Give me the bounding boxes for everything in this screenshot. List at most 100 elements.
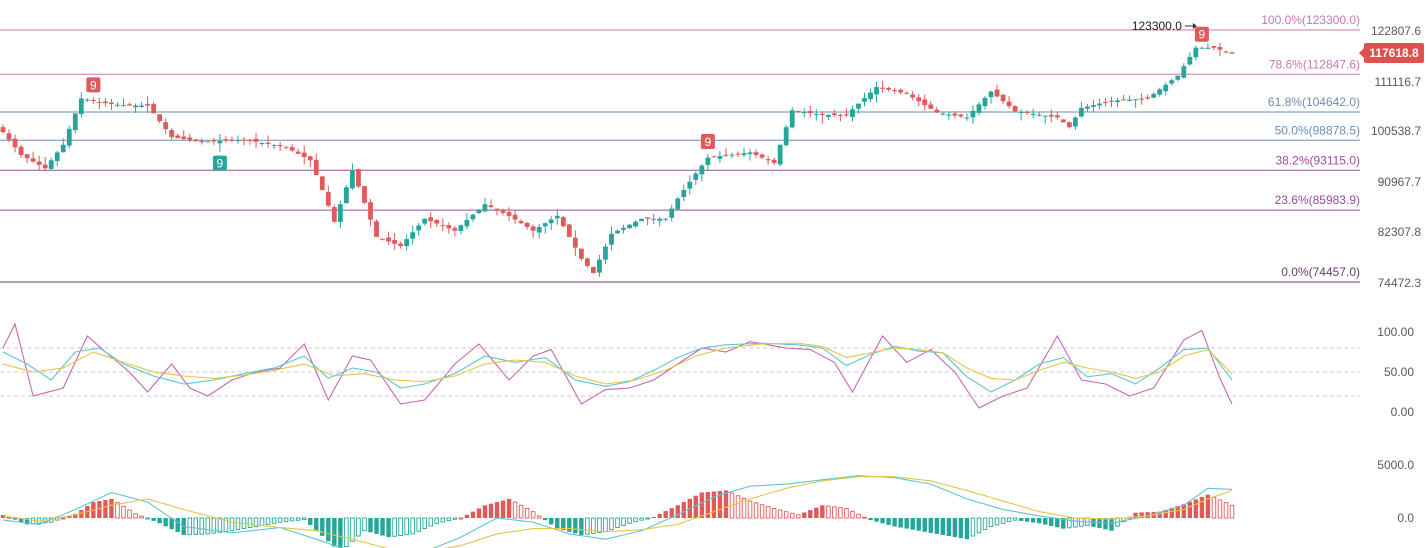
candle-body — [289, 147, 295, 151]
price-axis-tick: 122807.6 — [1371, 24, 1421, 38]
candle-body — [410, 232, 416, 239]
td-nine-marker — [86, 77, 101, 93]
macd-histogram-bar — [1139, 512, 1144, 518]
candle-body — [663, 218, 669, 220]
macd-histogram-bar — [1030, 518, 1036, 523]
candle-body — [398, 243, 404, 247]
candle-body — [283, 146, 289, 148]
macd-histogram-bar — [79, 509, 84, 518]
candle-body — [771, 159, 777, 163]
candle-body — [693, 173, 699, 180]
macd-histogram-bar — [820, 505, 825, 518]
candle-body — [669, 208, 675, 218]
candle-body — [428, 217, 434, 222]
macd-histogram-bar — [615, 517, 620, 528]
macd-histogram-bar — [1205, 494, 1211, 518]
candle-body — [723, 154, 729, 156]
macd-histogram-bar — [922, 518, 927, 532]
candle-body — [946, 114, 952, 116]
macd-histogram-bar — [934, 518, 939, 534]
macd-histogram-bar — [289, 517, 295, 522]
candle-body — [603, 246, 608, 260]
candle-body — [235, 140, 241, 142]
candle-body — [229, 139, 235, 141]
macd-histogram-bar — [18, 518, 24, 522]
candle-body — [205, 141, 211, 143]
price-panel: 100.0%(123300.0) 78.6%(112847.6) 61.8%(104… — [0, 13, 1360, 283]
stoch-axis-tick: 0.00 — [1391, 405, 1415, 419]
macd-histogram-bar — [434, 517, 440, 524]
candle-body — [880, 87, 885, 89]
candle-body — [319, 176, 325, 191]
macd-histogram-bar — [958, 518, 964, 539]
candle-body — [591, 266, 596, 274]
candle-body — [103, 101, 108, 104]
candle-body — [560, 217, 566, 227]
right-price-axis: 122807.6 111116.7 100538.7 90967.7 82307.8 74… — [1359, 24, 1424, 290]
candle-body — [241, 139, 247, 141]
candle-body — [48, 160, 54, 169]
candle-body — [482, 204, 488, 212]
candle-body — [681, 190, 687, 197]
macd-histogram-bar — [1199, 497, 1205, 518]
candle-body — [1030, 113, 1036, 115]
macd-histogram-bar — [67, 515, 72, 518]
high-marker-arrowhead — [1192, 23, 1197, 29]
macd-histogram-bar — [759, 504, 765, 519]
macd-histogram-bar — [428, 517, 433, 527]
macd-histogram-bar — [404, 517, 409, 536]
macd-histogram-bar — [783, 511, 789, 519]
candle-body — [1042, 115, 1048, 117]
candle-body — [542, 223, 548, 227]
macd-histogram-bar — [344, 517, 349, 548]
candle-body — [687, 181, 693, 189]
candle-body — [940, 113, 946, 115]
candle-body — [1151, 93, 1157, 98]
macd-histogram-bar — [368, 518, 373, 533]
macd-series-line — [2, 475, 1233, 548]
stoch-axis-tick: 100.00 — [1377, 325, 1414, 339]
current-price-badge — [1364, 43, 1424, 63]
macd-histogram-bar — [446, 517, 452, 522]
macd-histogram-bar — [856, 513, 861, 519]
stoch-series-line — [2, 342, 1233, 393]
candle-body — [717, 156, 723, 159]
macd-histogram-bar — [350, 517, 355, 542]
macd-histogram-bar — [1223, 502, 1229, 519]
macd-histogram-bar — [1055, 518, 1060, 528]
fib-level-label: 0.0%(74457.0) — [1281, 265, 1360, 279]
candle-body — [12, 138, 18, 148]
macd-histogram-bar — [916, 518, 921, 531]
candle-body — [1103, 101, 1108, 103]
macd-histogram-bar — [217, 517, 223, 533]
macd-histogram-bar — [657, 514, 662, 518]
macd-histogram-bar — [271, 517, 277, 524]
candle-body — [96, 101, 102, 103]
candle-body — [729, 154, 735, 156]
candle-body — [24, 154, 30, 159]
macd-panel: 5000.0 0.0 — [0, 458, 1414, 548]
macd-histogram-bar — [802, 512, 807, 518]
macd-histogram-bar — [982, 517, 988, 531]
macd-histogram-bar — [97, 501, 102, 518]
current-price-badge-pointer — [1359, 48, 1364, 58]
fib-level-label: 100.0%(123300.0) — [1261, 13, 1360, 27]
candle-body — [1157, 89, 1163, 95]
macd-histogram-bar — [705, 492, 711, 518]
macd-histogram-bar — [326, 518, 331, 542]
candle-body — [518, 221, 524, 224]
candle-body — [78, 98, 84, 115]
macd-histogram-bar — [205, 517, 211, 535]
candle-body — [922, 99, 928, 106]
macd-histogram-bar — [362, 517, 367, 532]
candle-body — [952, 113, 958, 116]
macd-histogram-bar — [163, 518, 168, 527]
candle-body — [675, 198, 681, 210]
candle-body — [825, 115, 831, 117]
candle-body — [1024, 111, 1030, 113]
macd-histogram-bar — [549, 518, 554, 525]
candle-body — [337, 204, 343, 222]
candle-body — [958, 114, 964, 117]
macd-histogram-bar — [392, 517, 397, 537]
macd-histogram-bar — [12, 518, 18, 520]
